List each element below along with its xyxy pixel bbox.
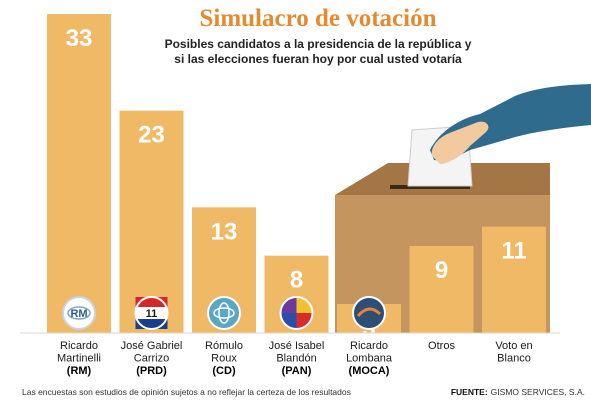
svg-text:RM: RM xyxy=(70,308,87,320)
value-label-ricardo-martinelli: 33 xyxy=(66,25,93,52)
hand-fingers xyxy=(431,121,489,164)
category-label-ricardo-martinelli-line-2: Martinelli xyxy=(57,353,101,365)
value-label-jose-gabriel-carrizo: 23 xyxy=(138,122,165,149)
rm-logo: RM xyxy=(62,296,96,330)
bar-otros xyxy=(409,246,474,333)
chart-subtitle-line-2: si las elecciones fueran hoy por cual us… xyxy=(174,52,462,66)
chart-title: Simulacro de votación xyxy=(199,5,436,32)
moca-logo xyxy=(352,296,386,330)
party-label-ricardo-lombana: (MOCA) xyxy=(349,365,390,377)
bar-voto-en-blanco xyxy=(482,226,546,333)
category-label-jose-gabriel-carrizo-line-2: Carrizo xyxy=(134,353,169,365)
category-label-voto-en-blanco-line-1: Voto en xyxy=(495,340,532,352)
category-label-ricardo-lombana-line-2: Lombana xyxy=(346,353,393,365)
category-label-romulo-roux-line-2: Roux xyxy=(211,353,237,365)
category-label-voto-en-blanco-line-2: Blanco xyxy=(497,353,531,365)
bar-ricardo-martinelli xyxy=(47,14,111,333)
value-label-romulo-roux: 13 xyxy=(211,218,238,245)
party-label-ricardo-martinelli: (RM) xyxy=(67,365,92,377)
value-label-voto-en-blanco: 11 xyxy=(501,238,526,265)
category-label-ricardo-lombana-line-1: Ricardo xyxy=(350,340,388,352)
party-label-jose-isabel-blandon: (PAN) xyxy=(282,365,312,377)
category-label-jose-isabel-blandon-line-1: José Isabel xyxy=(269,340,325,352)
category-label-otros-line-1: Otros xyxy=(428,340,455,352)
footer-note: Las encuestas son estudios de opinión su… xyxy=(22,387,351,397)
chart-subtitle-line-1: Posibles candidatos a la presidencia de … xyxy=(165,37,472,51)
footer-source-label: FUENTE: xyxy=(451,387,488,397)
cd-logo xyxy=(207,296,241,330)
category-label-jose-isabel-blandon-line-2: Blandón xyxy=(276,353,316,365)
category-label-romulo-roux-line-1: Rómulo xyxy=(205,340,243,352)
party-label-jose-gabriel-carrizo: (PRD) xyxy=(136,365,167,377)
footer-source-value: GISMO SERVICES, S.A. xyxy=(491,387,585,397)
value-label-jose-isabel-blandon: 8 xyxy=(290,267,303,294)
svg-text:11: 11 xyxy=(146,308,158,320)
category-label-ricardo-martinelli-line-1: Ricardo xyxy=(60,340,98,352)
value-label-otros: 9 xyxy=(435,257,448,284)
category-label-jose-gabriel-carrizo-line-1: José Gabriel xyxy=(121,340,183,352)
bar-jose-gabriel-carrizo xyxy=(119,110,184,334)
party-label-romulo-roux: (CD) xyxy=(212,365,236,377)
pan-logo xyxy=(279,296,314,330)
footer-source: FUENTE: GISMO SERVICES, S.A. xyxy=(451,387,585,397)
prd-logo: 11 xyxy=(134,296,169,330)
